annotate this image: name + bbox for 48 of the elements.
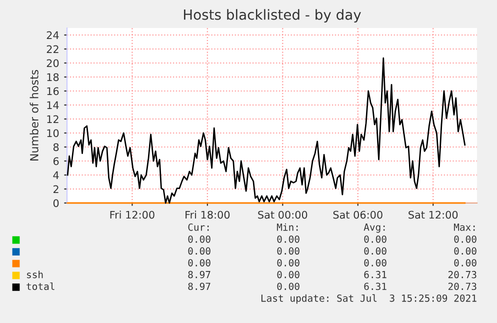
y-tick-label: 8	[53, 143, 59, 152]
text: 20.73	[448, 282, 476, 290]
text: 8.97	[188, 270, 210, 278]
y-tick-label: 16	[47, 87, 59, 96]
text: 6.31	[364, 270, 386, 278]
text: 0.00	[188, 259, 210, 266]
text: 0.00	[277, 270, 300, 278]
y-tick-label: 4	[53, 171, 59, 179]
text: 20.73	[448, 270, 476, 278]
legend-label: total	[26, 282, 54, 290]
text: 0.00	[364, 259, 386, 266]
y-tick-label: 22	[46, 45, 58, 53]
text: 0.00	[277, 235, 300, 243]
y-tick-label: 14	[47, 101, 59, 109]
y-tick-label: 10	[47, 129, 59, 138]
y-tick-label: 20	[46, 59, 59, 68]
line-series	[66, 57, 466, 204]
y-axis-title: Number of hosts	[30, 70, 38, 160]
text: 8.97	[188, 282, 210, 290]
x-tick-label: Sat 12:00	[408, 210, 458, 219]
y-tick-label: 24	[46, 31, 59, 39]
y-tick-label: 2	[53, 185, 58, 193]
text: 0.00	[454, 235, 476, 243]
text: 0.00	[364, 247, 386, 255]
x-tick-label: Fri 12:00	[110, 210, 154, 219]
x-tick-label: Sat 06:00	[333, 210, 382, 219]
y-tick-label: 12	[47, 115, 58, 123]
text: 0.00	[277, 282, 300, 290]
text: Min:	[276, 223, 298, 231]
text: Cur:	[188, 223, 209, 231]
text: 6.31	[364, 282, 386, 290]
text: 0.00	[277, 259, 300, 266]
x-tick-label: Fri 18:00	[186, 210, 230, 219]
text: Last update: Sat Jul 3 15:25:09 2021	[261, 294, 476, 304]
text: 0.00	[188, 247, 210, 255]
y-tick-label: 0	[53, 199, 59, 208]
y-tick-label: 6	[53, 157, 59, 166]
text: Avg:	[364, 224, 385, 233]
text: 0.00	[454, 259, 476, 266]
text: 0.00	[364, 235, 386, 243]
chart-title: Hosts blacklisted - by day	[184, 9, 361, 23]
x-tick-label: Sat 00:00	[258, 210, 308, 219]
text: 0.00	[454, 247, 476, 255]
text: Max:	[454, 224, 475, 231]
text: 0.00	[188, 235, 210, 243]
legend-label: ssh	[27, 270, 43, 278]
y-tick-label: 18	[47, 73, 59, 82]
text: 0.00	[277, 247, 300, 255]
